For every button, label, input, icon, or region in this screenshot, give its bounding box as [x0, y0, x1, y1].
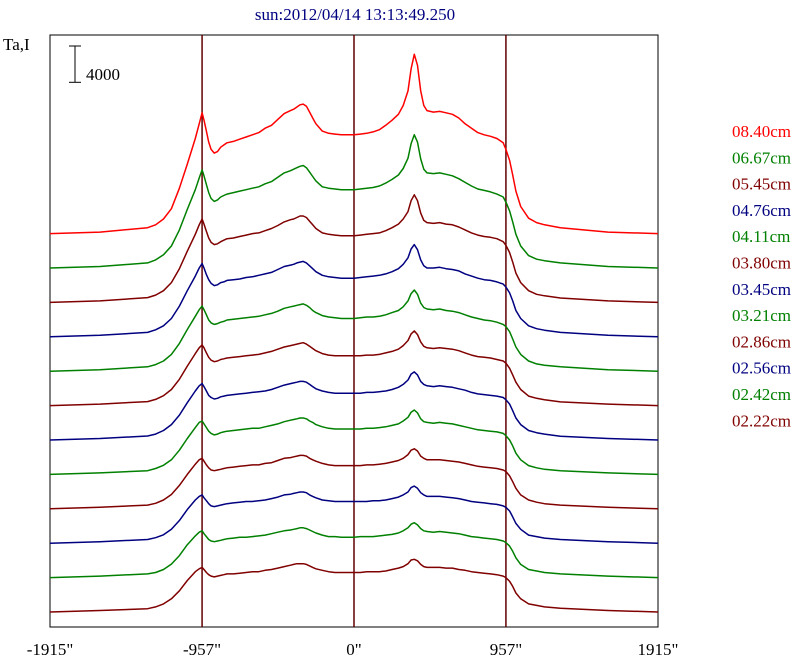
x-tick-label: -957"	[183, 640, 221, 659]
legend-item: 03.80cm	[732, 254, 791, 273]
legend-item: 05.45cm	[732, 175, 791, 194]
legend-item: 06.67cm	[732, 148, 791, 167]
x-tick-label: 1915"	[638, 640, 679, 659]
legend-item: 02.22cm	[732, 411, 791, 430]
series-line-3	[49, 243, 659, 338]
scale-bar-label: 4000	[86, 65, 120, 84]
chart-title: sun:2012/04/14 13:13:49.250	[255, 5, 455, 24]
reference-lines	[201, 35, 507, 627]
series-line-11	[49, 558, 659, 613]
legend: 08.40cm 06.67cm 05.45cm 04.76cm 04.11cm 03.80…	[732, 122, 791, 430]
scale-bar: 4000	[69, 45, 120, 84]
x-tick-label: -1915"	[27, 640, 74, 659]
series-line-6	[49, 371, 659, 441]
legend-item: 03.45cm	[732, 280, 791, 299]
y-axis-label: Ta,I	[3, 35, 30, 54]
series-line-8	[49, 448, 659, 510]
series-line-1	[49, 134, 659, 269]
legend-item: 02.56cm	[732, 359, 791, 378]
series-line-5	[49, 330, 659, 407]
series-line-7	[49, 409, 659, 476]
legend-item: 04.76cm	[732, 201, 791, 220]
legend-item: 02.42cm	[732, 385, 791, 404]
legend-item: 08.40cm	[732, 122, 791, 141]
legend-item: 03.21cm	[732, 306, 791, 325]
x-tick-labels: -1915" -957" 0" 957" 1915"	[27, 640, 679, 659]
series-line-0	[49, 53, 659, 235]
legend-item: 04.11cm	[732, 227, 790, 246]
x-tick-label: 957"	[490, 640, 522, 659]
series-line-10	[49, 521, 659, 579]
series-line-2	[49, 194, 659, 304]
series-line-4	[49, 289, 659, 372]
x-tick-label: 0"	[346, 640, 361, 659]
series-lines	[49, 53, 659, 613]
series-line-9	[49, 485, 659, 544]
legend-item: 02.86cm	[732, 332, 791, 351]
